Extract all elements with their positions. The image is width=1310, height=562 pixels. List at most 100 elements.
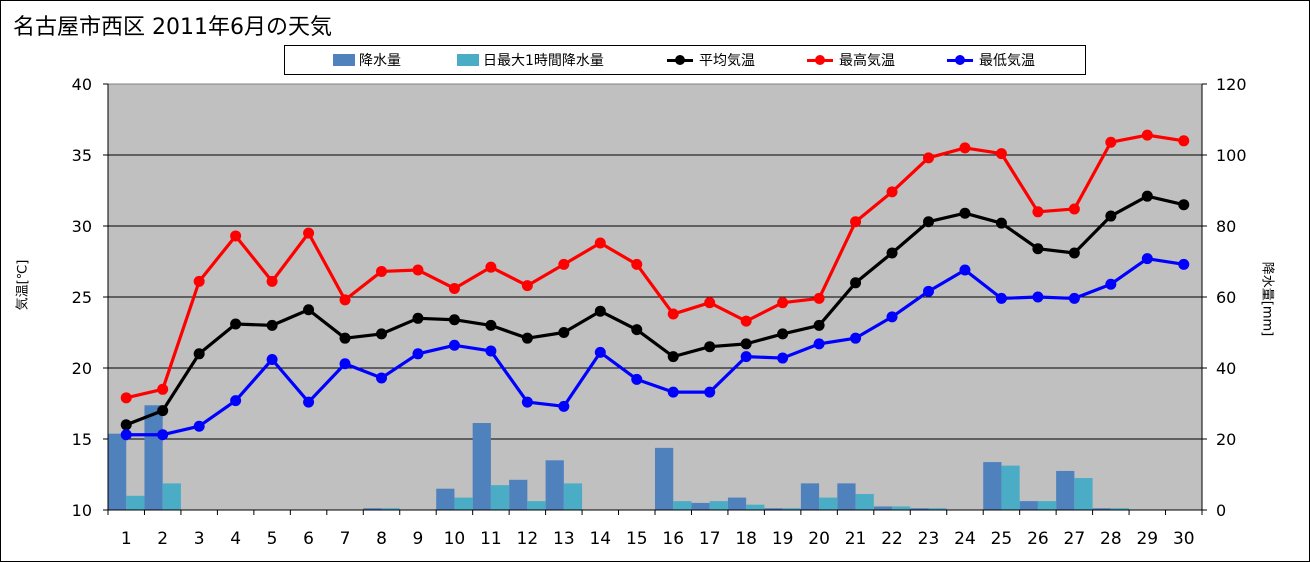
point-max-temp — [558, 258, 570, 270]
chart-title: 名古屋市西区 2011年6月の天気 — [13, 15, 332, 40]
bar-max-hourly-rain — [819, 497, 838, 510]
x-tick-label: 28 — [1100, 529, 1122, 549]
point-avg-temp — [412, 312, 424, 324]
bar-rain — [436, 488, 455, 510]
point-min-temp — [521, 396, 533, 408]
x-tick-label: 12 — [517, 529, 539, 549]
point-avg-temp — [1068, 247, 1080, 259]
point-max-temp — [813, 292, 825, 304]
legend-label-avg-temp: 平均気温 — [699, 53, 755, 69]
x-tick-label: 30 — [1173, 529, 1195, 549]
point-avg-temp — [959, 207, 971, 219]
bar-rain — [910, 508, 929, 510]
point-avg-temp — [120, 419, 132, 431]
bar-max-hourly-rain — [527, 501, 546, 510]
point-avg-temp — [266, 319, 278, 331]
point-avg-temp — [995, 217, 1007, 229]
x-tick-label: 15 — [626, 529, 648, 549]
legend-swatch-max-hourly-rain — [457, 54, 479, 66]
legend-marker-min-temp — [947, 54, 973, 65]
point-avg-temp — [631, 324, 643, 336]
point-min-temp — [850, 332, 862, 344]
bar-rain — [363, 508, 382, 510]
x-tick-label: 10 — [444, 529, 466, 549]
point-min-temp — [412, 348, 424, 360]
bar-max-hourly-rain — [1074, 478, 1093, 510]
legend: 降水量 日最大1時間降水量 平均気温 最高気温 最低気温 — [284, 45, 1086, 75]
point-avg-temp — [303, 304, 315, 316]
x-tick-label: 18 — [735, 529, 757, 549]
bar-max-hourly-rain — [126, 495, 145, 510]
point-max-temp — [667, 308, 679, 320]
legend-item-avg-temp: 平均気温 — [667, 46, 755, 74]
legend-label-rain: 降水量 — [359, 53, 401, 69]
y-tick-label-right: 20 — [1216, 430, 1236, 449]
legend-swatch-rain — [333, 54, 355, 66]
x-tick-label: 14 — [589, 529, 611, 549]
point-avg-temp — [594, 305, 606, 317]
point-avg-temp — [850, 277, 862, 289]
point-min-temp — [193, 420, 205, 432]
legend-label-max-hourly-rain: 日最大1時間降水量 — [483, 53, 604, 69]
point-avg-temp — [521, 332, 533, 344]
point-min-temp — [485, 345, 497, 357]
point-max-temp — [704, 297, 716, 309]
point-max-temp — [1141, 129, 1153, 141]
point-min-temp — [886, 311, 898, 323]
point-avg-temp — [1178, 199, 1190, 211]
legend-marker-avg-temp — [667, 54, 693, 65]
bar-rain — [1092, 508, 1111, 510]
point-max-temp — [1032, 206, 1044, 218]
x-tick-label: 29 — [1136, 529, 1158, 549]
point-min-temp — [339, 358, 351, 370]
bar-max-hourly-rain — [782, 508, 801, 510]
point-min-temp — [740, 351, 752, 363]
x-tick-label: 3 — [194, 529, 205, 549]
point-max-temp — [120, 392, 132, 404]
point-avg-temp — [193, 348, 205, 360]
bar-rain — [873, 506, 893, 510]
x-tick-label: 2 — [157, 529, 168, 549]
point-min-temp — [995, 292, 1007, 304]
point-max-temp — [376, 265, 387, 277]
point-max-temp — [303, 227, 315, 239]
point-max-temp — [157, 383, 169, 395]
point-min-temp — [1141, 253, 1153, 265]
bar-max-hourly-rain — [381, 508, 400, 510]
y-tick-label-left: 30 — [72, 217, 92, 236]
point-max-temp — [1178, 135, 1190, 147]
bar-max-hourly-rain — [928, 508, 947, 510]
point-max-temp — [594, 237, 606, 249]
y-tick-label-left: 15 — [72, 430, 92, 449]
point-max-temp — [886, 186, 898, 198]
point-max-temp — [850, 216, 862, 228]
bar-rain — [800, 483, 820, 510]
y-tick-label-right: 0 — [1216, 501, 1226, 520]
y-tick-label-left: 40 — [72, 75, 92, 94]
point-min-temp — [448, 339, 460, 351]
point-max-temp — [339, 294, 351, 306]
x-tick-label: 19 — [772, 529, 794, 549]
point-min-temp — [923, 285, 934, 297]
point-max-temp — [995, 148, 1007, 160]
bar-max-hourly-rain — [1037, 501, 1057, 510]
legend-item-rain: 降水量 — [333, 46, 401, 74]
legend-label-min-temp: 最低気温 — [979, 53, 1035, 69]
bar-rain — [144, 405, 163, 510]
x-tick-label: 27 — [1064, 529, 1086, 549]
y-tick-label-right: 80 — [1216, 217, 1236, 236]
line-max-temp — [125, 133, 1185, 400]
point-avg-temp — [448, 314, 460, 326]
bar-max-hourly-rain — [454, 497, 473, 510]
bar-rain — [727, 497, 747, 510]
point-max-temp — [923, 152, 934, 164]
bar-max-hourly-rain — [490, 485, 510, 510]
point-min-temp — [1068, 292, 1080, 304]
x-tick-label: 21 — [845, 529, 867, 549]
point-avg-temp — [704, 341, 716, 353]
x-tick-label: 11 — [480, 529, 502, 549]
point-avg-temp — [558, 327, 570, 338]
point-min-temp — [1105, 278, 1117, 290]
